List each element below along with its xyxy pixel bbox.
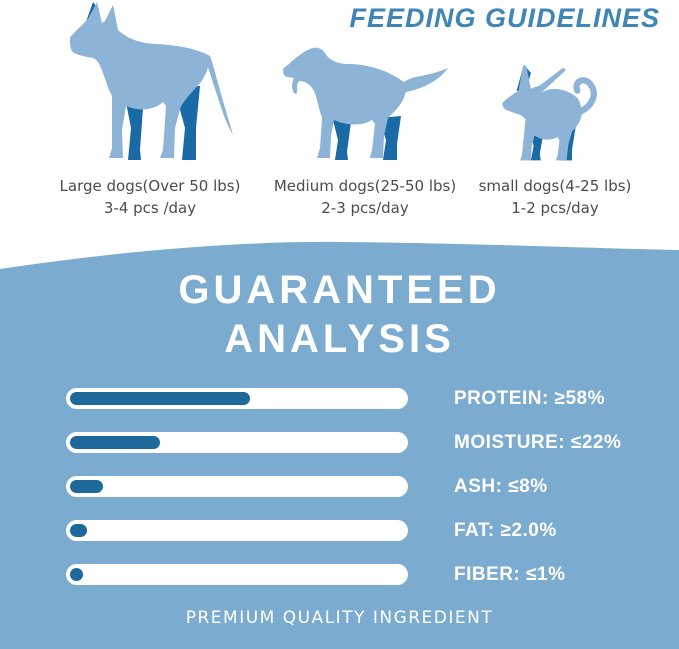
protein-bar-track xyxy=(66,388,408,409)
small-dog-label: small dogs(4-25 lbs) xyxy=(478,177,632,195)
medium-dog-label: Medium dogs(25-50 lbs) xyxy=(273,177,457,195)
guaranteed-analysis-title-line2: ANALYSIS xyxy=(224,317,455,361)
section-wave-divider xyxy=(0,241,679,274)
analysis-row-fat: FAT: ≥2.0% xyxy=(66,520,621,541)
fat-label: FAT: ≥2.0% xyxy=(454,519,557,541)
fat-bar-fill xyxy=(70,524,87,537)
fiber-bar-fill xyxy=(70,568,84,581)
feeding-guidelines-title: FEEDING GUIDELINES xyxy=(349,3,660,33)
guaranteed-analysis-title: GUARANTEED ANALYSIS xyxy=(0,266,679,364)
protein-label: PROTEIN: ≥58% xyxy=(454,387,606,409)
guaranteed-analysis-title-line1: GUARANTEED xyxy=(178,268,501,312)
premium-quality-footer: PREMIUM QUALITY INGREDIENT xyxy=(185,608,494,628)
analysis-section-background xyxy=(0,273,679,649)
analysis-row-protein: PROTEIN: ≥58% xyxy=(66,388,621,409)
small-dog-serving: 1-2 pcs/day xyxy=(511,199,599,217)
small-dog-icon xyxy=(502,64,597,161)
large-dog-label: Large dogs(Over 50 lbs) xyxy=(59,177,241,195)
fiber-bar-track xyxy=(66,564,408,585)
analysis-bars: PROTEIN: ≥58% MOISTURE: ≤22% ASH: ≤8% FA… xyxy=(66,388,621,608)
medium-dog-serving: 2-3 pcs/day xyxy=(321,199,409,217)
moisture-bar-track xyxy=(66,432,408,453)
analysis-row-ash: ASH: ≤8% xyxy=(66,476,621,497)
ash-bar-track xyxy=(66,476,408,497)
moisture-label: MOISTURE: ≤22% xyxy=(454,431,622,453)
analysis-row-fiber: FIBER: ≤1% xyxy=(66,564,621,585)
small-dog-group: small dogs(4-25 lbs) 1-2 pcs/day xyxy=(460,62,650,219)
large-dog-group: Large dogs(Over 50 lbs) 3-4 pcs /day xyxy=(55,0,245,219)
ash-bar-fill xyxy=(70,480,104,493)
protein-bar-fill xyxy=(70,392,251,405)
analysis-row-moisture: MOISTURE: ≤22% xyxy=(66,432,621,453)
ash-label: ASH: ≤8% xyxy=(454,475,548,497)
fiber-label: FIBER: ≤1% xyxy=(454,563,566,585)
fat-bar-track xyxy=(66,520,408,541)
medium-dog-icon xyxy=(283,47,448,160)
large-dog-icon xyxy=(70,2,233,160)
moisture-bar-fill xyxy=(70,436,161,449)
medium-dog-group: Medium dogs(25-50 lbs) 2-3 pcs/day xyxy=(270,40,460,219)
large-dog-serving: 3-4 pcs /day xyxy=(103,199,197,217)
